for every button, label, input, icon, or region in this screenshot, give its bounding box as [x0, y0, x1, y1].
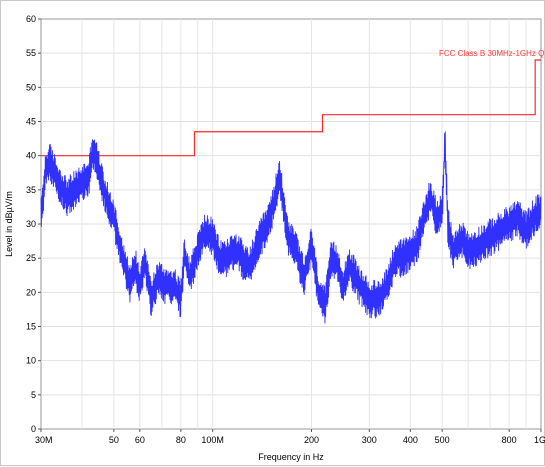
y-tick-label: 10: [26, 356, 36, 366]
y-tick-label: 20: [26, 287, 36, 297]
y-tick-label: 50: [26, 82, 36, 92]
y-axis-ticks: 0 5 10 15 20 25 30 35 40 45 50 55 60: [26, 14, 41, 434]
x-axis-label: Frequency in Hz: [258, 452, 324, 462]
y-tick-label: 40: [26, 151, 36, 161]
x-tick-label: 500: [435, 435, 450, 445]
x-tick-label: 60: [135, 435, 145, 445]
y-tick-label: 55: [26, 48, 36, 58]
y-axis-label: Level in dBµV/m: [4, 191, 14, 257]
series-line-measurement: [40, 131, 542, 324]
x-tick-label: 800: [502, 435, 517, 445]
limit-line-label: FCC Class B 30MHz-1GHz QP 3m: [439, 49, 545, 58]
y-tick-label: 0: [31, 424, 36, 434]
x-tick-label: 200: [304, 435, 319, 445]
x-tick-label: 1G: [534, 435, 545, 445]
y-tick-label: 35: [26, 185, 36, 195]
x-tick-label: 50: [109, 435, 119, 445]
x-tick-label: 80: [176, 435, 186, 445]
series-line-limit: [41, 59, 541, 157]
x-tick-label: 30M: [35, 435, 53, 445]
x-axis-ticks: 30M 50 60 80 100M 200 300 400 500 800 1G: [35, 429, 545, 445]
y-tick-label: 15: [26, 322, 36, 332]
y-tick-label: 45: [26, 117, 36, 127]
y-tick-label: 60: [26, 14, 36, 24]
x-tick-label: 100M: [201, 435, 224, 445]
series-group: [40, 59, 542, 324]
x-tick-label: 400: [403, 435, 418, 445]
x-tick-label: 300: [362, 435, 377, 445]
y-tick-label: 5: [31, 390, 36, 400]
y-tick-label: 25: [26, 253, 36, 263]
y-tick-label: 30: [26, 219, 36, 229]
